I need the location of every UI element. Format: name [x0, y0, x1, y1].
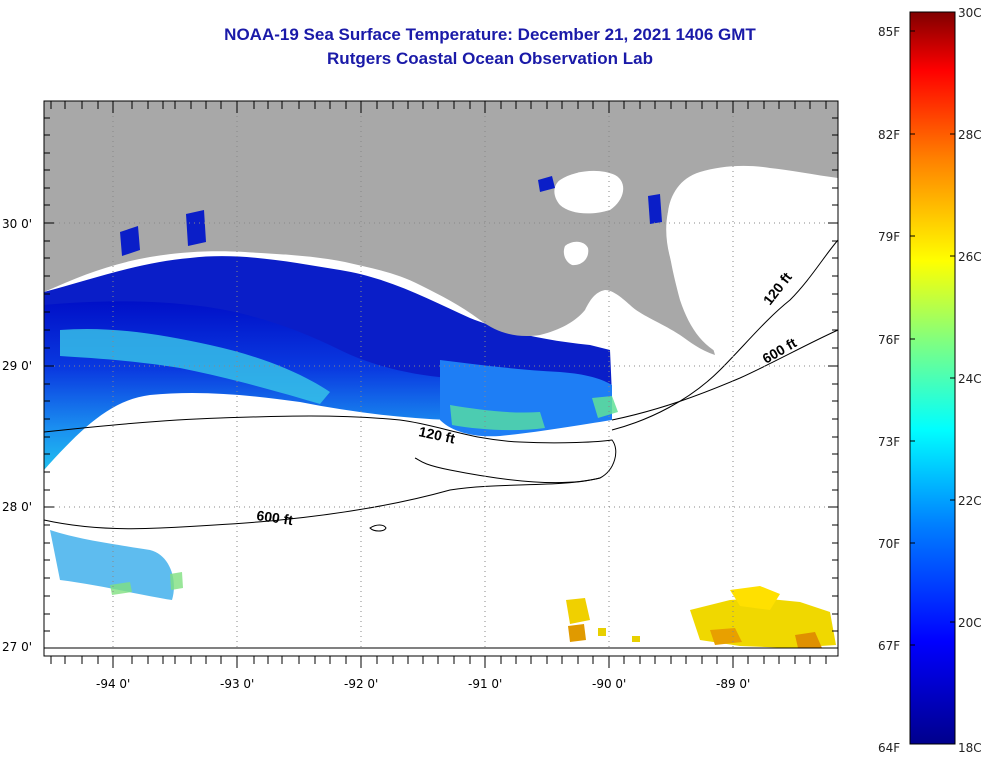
- contour-600ft-east: [611, 329, 839, 421]
- lon-label: -90 0': [592, 677, 626, 691]
- lake: [554, 170, 624, 214]
- colorbar-f-label: 85F: [878, 25, 900, 39]
- contour-small: [369, 524, 387, 532]
- lat-label: 28 0': [2, 500, 32, 514]
- depth-label-600ft: 600 ft: [256, 507, 295, 528]
- lake: [538, 176, 555, 192]
- lat-label: 29 0': [2, 359, 32, 373]
- map-title: NOAA-19 Sea Surface Temperature: Decembe…: [224, 25, 756, 44]
- axis-ticks: [44, 101, 838, 668]
- colorbar-gradient: [909, 11, 956, 745]
- lon-label: -91 0': [468, 677, 502, 691]
- lat-label: 27 0': [2, 640, 32, 654]
- lat-label: 30 0': [2, 217, 32, 231]
- sst-green-patch-2: [592, 396, 618, 418]
- bathymetry-contours: [43, 239, 839, 532]
- colorbar-c-label: 26C: [958, 250, 982, 264]
- lake: [120, 226, 140, 256]
- lon-label: -89 0': [716, 677, 750, 691]
- contour-600ft-west: [43, 477, 601, 530]
- land-mass: [44, 101, 838, 355]
- sst-green-patch: [450, 405, 545, 431]
- sst-sw-patch: [50, 530, 174, 600]
- colorbar-c-label: 22C: [958, 494, 982, 508]
- temperature-colorbar: 85F 82F 79F 76F 73F 70F 67F 64F 30C 28C …: [878, 6, 982, 755]
- delta-coast: [667, 183, 838, 358]
- lake: [563, 241, 589, 266]
- lon-label: -93 0': [220, 677, 254, 691]
- colorbar-f-label: 64F: [878, 741, 900, 755]
- contour-120ft-west: [43, 415, 617, 484]
- colorbar-c-label: 28C: [958, 128, 982, 142]
- colorbar-c-label: 18C: [958, 741, 982, 755]
- sst-cyan-streak: [60, 328, 330, 404]
- depth-label-120ft: 120 ft: [417, 423, 456, 446]
- colorbar-f-label: 82F: [878, 128, 900, 142]
- graticule: [44, 101, 838, 648]
- colorbar-f-label: 70F: [878, 537, 900, 551]
- colorbar-c-label: 24C: [958, 372, 982, 386]
- lon-label: -92 0': [344, 677, 378, 691]
- map-subtitle: Rutgers Coastal Ocean Observation Lab: [327, 49, 653, 68]
- contour-120ft-east: [611, 239, 839, 431]
- colorbar-f-label: 67F: [878, 639, 900, 653]
- lake: [648, 194, 662, 224]
- map-frame-bottom-strip: [43, 647, 839, 657]
- colorbar-c-label: 30C: [958, 6, 982, 20]
- sst-sw-green: [110, 572, 183, 595]
- colorbar-f-label: 73F: [878, 435, 900, 449]
- sst-warm-patches: [566, 586, 836, 648]
- map-area: [44, 101, 838, 648]
- colorbar-f-label: 79F: [878, 230, 900, 244]
- colorbar-f-label: 76F: [878, 333, 900, 347]
- lake: [186, 210, 206, 246]
- colorbar-c-label: 20C: [958, 616, 982, 630]
- lon-label: -94 0': [96, 677, 130, 691]
